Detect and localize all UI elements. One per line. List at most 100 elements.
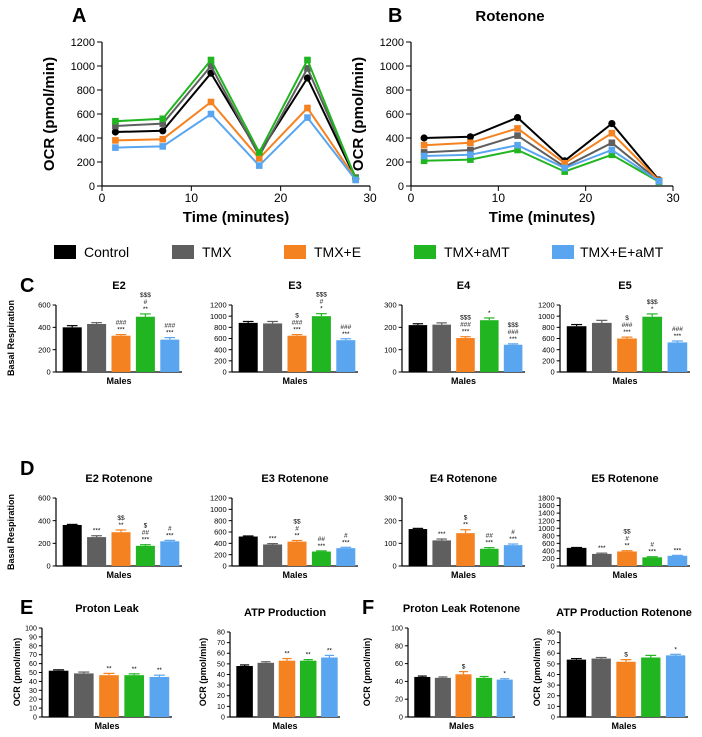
bar-tmx-e	[111, 335, 131, 372]
bar-control	[238, 322, 258, 372]
y-tick-label: 1000	[380, 61, 404, 73]
chart-title: Proton Leak	[75, 603, 139, 615]
data-point	[159, 115, 167, 123]
series-control	[111, 69, 360, 183]
chart-e-pl: 010 20 30 40 50 60 70 80 90 100 Proton Leak ** ** ** M…	[12, 603, 172, 731]
chart-title: E5 Rotenone	[591, 473, 658, 485]
bar-tmx	[257, 662, 275, 717]
significance-annotation: ***	[342, 539, 350, 546]
y-axis-label: OCR (pmol/min)	[12, 638, 22, 707]
significance-annotation: ***	[648, 549, 656, 556]
significance-annotation: **	[132, 666, 138, 673]
bar-tmx	[432, 540, 451, 566]
x-axis-label: Males	[94, 721, 119, 731]
x-axis-label: Males	[106, 570, 131, 580]
chart-title: E5	[618, 280, 631, 292]
y-tick-label: 0	[46, 368, 50, 377]
y-tick-label: 100	[384, 539, 397, 548]
y-tick-label: 40	[29, 679, 37, 686]
bar-tmx	[591, 322, 612, 372]
panel-letter-e: E	[20, 597, 33, 619]
significance-annotation: ***	[93, 528, 101, 535]
bar-tmx-amt	[476, 677, 493, 717]
y-tick-label: 1200	[210, 494, 227, 503]
bar-tmx-amt	[641, 657, 661, 717]
y-axis-label: OCR (pmol/min)	[532, 638, 542, 707]
series-tmx-amt	[112, 56, 360, 183]
y-tick-label: 100	[25, 625, 37, 632]
y-tick-label: 80	[217, 629, 225, 636]
y-tick-label: 50	[29, 670, 37, 677]
series-line-tmx-e	[424, 127, 660, 182]
bar-tmx-amt	[299, 660, 317, 717]
y-tick-label: 600	[77, 109, 95, 121]
y-tick-label: 20	[29, 697, 37, 704]
data-point	[608, 139, 616, 147]
y-tick-label: 70	[29, 652, 37, 659]
significance-annotation: ***	[509, 336, 517, 343]
bar-tmx-amt	[124, 675, 145, 717]
bar-tmx-e	[616, 661, 636, 717]
panel-letter-f: F	[362, 597, 374, 619]
y-axis-label: OCR (pmol/min)	[362, 638, 372, 707]
data-point	[207, 56, 215, 64]
data-point	[352, 176, 360, 184]
data-point	[561, 168, 569, 175]
significance-annotation: **	[284, 651, 290, 658]
y-tick-label: 30	[217, 683, 225, 690]
significance-annotation: $$	[117, 515, 125, 522]
series-line-tmx-e-amt	[115, 112, 357, 181]
bar-tmx-e-amt	[160, 339, 180, 372]
chart-title: E2	[112, 280, 125, 292]
data-point	[304, 114, 311, 121]
x-axis-label: Males	[106, 376, 131, 386]
data-point	[608, 129, 616, 137]
legend-swatch-tmx-e	[284, 245, 306, 259]
data-point	[255, 149, 263, 156]
significance-annotation: ***	[509, 536, 517, 543]
legend-label-tmx-amt: TMX+aMT	[444, 244, 510, 260]
series-tmx-e-amt	[112, 110, 360, 184]
y-tick-label: 600	[38, 301, 51, 310]
series-line-control	[115, 71, 357, 180]
panel-letter-a: A	[72, 5, 86, 27]
data-point	[303, 74, 312, 82]
significance-annotation: #	[344, 532, 348, 539]
y-axis-label: Basal Respiration	[6, 300, 16, 376]
data-point	[420, 157, 428, 165]
y-tick-label: 600	[214, 528, 227, 537]
data-point	[159, 127, 167, 135]
y-tick-label: 400	[38, 516, 51, 525]
data-point	[255, 162, 263, 169]
significance-annotation: **	[327, 647, 333, 654]
data-point	[207, 98, 215, 106]
bar-tmx-e	[456, 533, 475, 566]
significance-annotation: **	[294, 533, 300, 540]
legend: Control TMX TMX+E TMX+aMT TMX+E+aMT	[54, 244, 664, 260]
bar-control	[566, 326, 587, 372]
bar-tmx-e-amt	[160, 541, 180, 566]
data-point	[207, 62, 215, 70]
significance-annotation: **	[463, 522, 469, 529]
series-line-tmx	[424, 134, 660, 182]
y-tick-label: 200	[386, 157, 404, 169]
y-tick-label: 0	[392, 368, 396, 377]
y-tick-label: 10	[217, 704, 225, 711]
data-point	[608, 120, 616, 128]
significance-annotation: ***	[142, 537, 150, 544]
chart-title: Rotenone	[475, 8, 544, 25]
bar-tmx-amt	[311, 316, 331, 372]
bar-control	[414, 676, 431, 717]
bar-tmx-e-amt	[503, 545, 523, 566]
bar-tmx-e-amt	[667, 342, 688, 372]
legend-item-tmx-e-amt: TMX+E+aMT	[552, 244, 664, 260]
bar-tmx-e-amt	[321, 657, 338, 717]
legend-item-control: Control	[54, 244, 129, 260]
series-tmx	[112, 62, 360, 181]
data-point	[304, 65, 311, 72]
chart-title: Proton Leak Rotenone	[403, 603, 520, 615]
panel-letter-d: D	[20, 458, 34, 480]
bar-tmx	[434, 677, 451, 717]
